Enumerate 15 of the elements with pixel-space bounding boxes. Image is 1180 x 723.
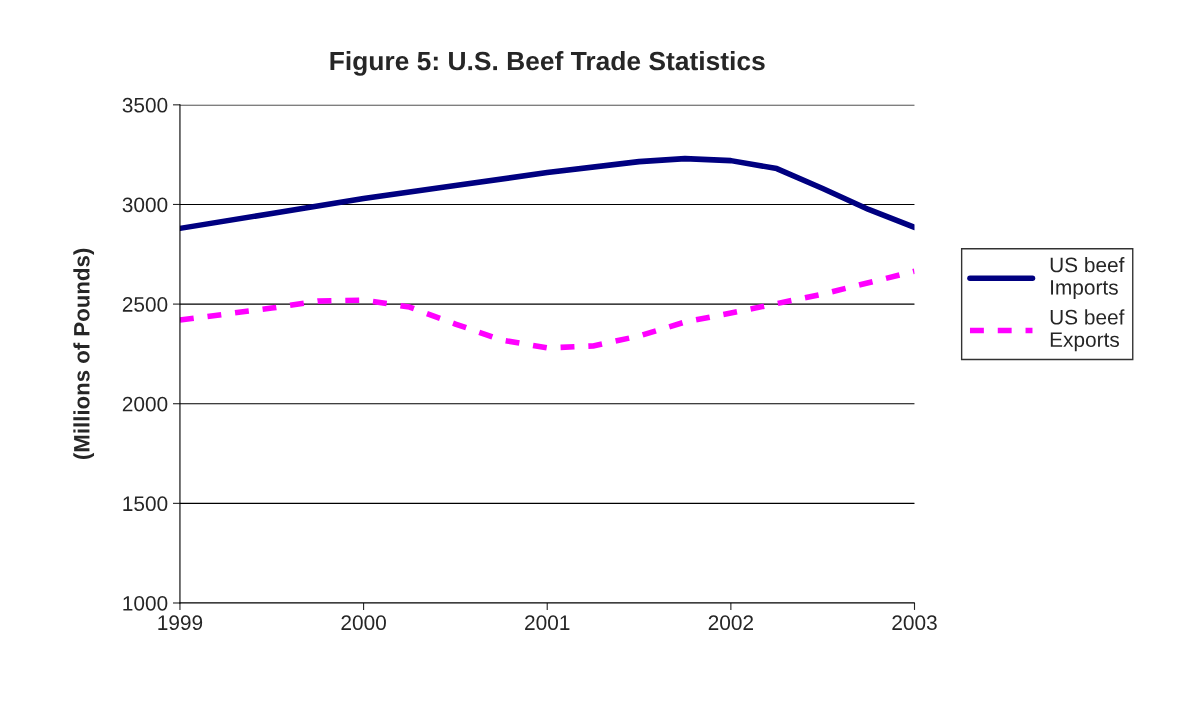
x-tick-label: 1999 [158,615,203,631]
y-axis-title: (Millions of Pounds) [73,248,95,459]
legend-label: US beef Exports [1050,309,1125,352]
y-tick-label: 3000 [122,197,168,213]
chart-title: Figure 5: U.S. Beef Trade Statistics [330,50,765,76]
y-tick-label: 1500 [123,496,168,512]
y-tick-label: 3500 [122,97,168,113]
legend-label: US beef Imports [1050,257,1125,299]
y-tick-label: 2500 [122,297,168,312]
x-tick-label: 2001 [525,615,570,631]
y-tick-label: 1000 [123,595,168,611]
x-tick-label: 2003 [892,615,937,631]
x-tick-label: 2002 [708,615,753,631]
y-tick-label: 2000 [122,396,168,412]
x-tick-label: 2000 [341,615,386,631]
